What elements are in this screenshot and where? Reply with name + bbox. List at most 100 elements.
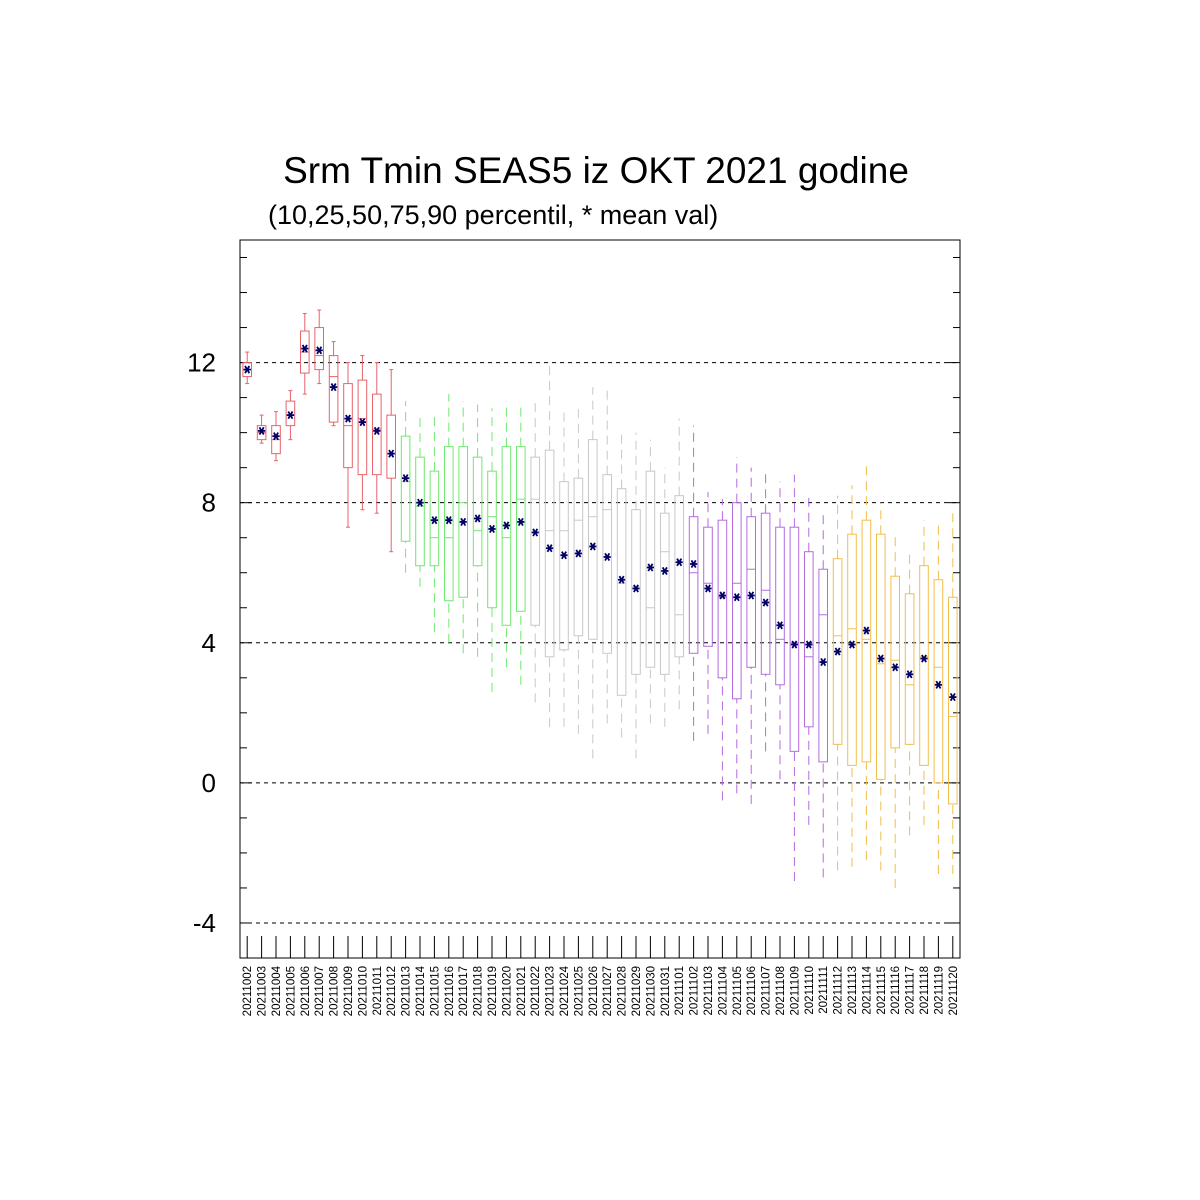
x-tick-label: 20211119 [933, 966, 945, 1015]
mean-marker [906, 670, 913, 679]
box-iqr [645, 470, 656, 668]
box-iqr [746, 516, 757, 668]
x-tick-label: 20211007 [314, 966, 326, 1016]
box-iqr [732, 502, 742, 700]
chart-title: Srm Tmin SEAS5 iz OKT 2021 godine [283, 150, 909, 191]
box-iqr [890, 575, 901, 749]
box-iqr [559, 481, 569, 651]
x-tick-label: 20211012 [386, 966, 398, 1016]
mean-marker [618, 575, 625, 584]
y-tick-label: 4 [202, 628, 216, 658]
plot-frame [239, 239, 961, 959]
x-tick-label: 20211118 [919, 966, 931, 1015]
mean-marker [719, 591, 726, 600]
box-iqr [876, 533, 886, 780]
box-iqr [789, 526, 800, 752]
mean-marker [561, 551, 567, 560]
x-tick-label: 20211021 [516, 966, 528, 1016]
box-iqr [544, 449, 555, 658]
box-iqr [904, 593, 915, 745]
x-tick-label: 20211110 [804, 966, 816, 1015]
x-tick-label: 20211004 [271, 965, 283, 1016]
mean-marker [762, 598, 769, 607]
box-iqr [530, 456, 541, 626]
mean-marker [301, 344, 308, 353]
box-iqr [674, 495, 685, 658]
x-tick-label: 20211115 [876, 966, 888, 1015]
x-tick-label: 20211002 [242, 966, 254, 1016]
x-tick-label: 20211025 [573, 966, 585, 1016]
x-tick-label: 20211024 [559, 965, 571, 1016]
mean-marker [287, 411, 294, 420]
box-iqr [804, 551, 814, 728]
box-iqr [861, 519, 872, 763]
x-tick-label: 20211015 [429, 966, 441, 1016]
x-tick-label: 20211103 [703, 966, 715, 1015]
mean-marker [503, 521, 510, 530]
mean-marker [359, 418, 366, 427]
box-iqr [616, 488, 627, 696]
box-iqr [760, 512, 771, 675]
x-tick-label: 20211014 [415, 965, 427, 1016]
x-tick-label: 20211029 [631, 966, 643, 1016]
box-iqr [573, 477, 584, 637]
chart-subtitle: (10,25,50,75,90 percentil, * mean val) [268, 200, 719, 230]
x-tick-label: 20211020 [501, 966, 513, 1016]
x-tick-label: 20211003 [257, 966, 269, 1016]
mean-marker [791, 640, 798, 649]
mean-marker [834, 647, 841, 656]
mean-marker [345, 414, 351, 423]
x-tick-label: 20211023 [545, 966, 557, 1016]
mean-marker [330, 383, 337, 392]
box-iqr [717, 519, 728, 679]
box-iqr [919, 565, 929, 766]
box-iqr [415, 456, 425, 567]
box-iqr [660, 512, 670, 675]
x-tick-label: 20211111 [818, 966, 830, 1014]
x-tick-label: 20211117 [905, 966, 917, 1015]
mean-marker [676, 558, 683, 567]
mean-marker [575, 549, 582, 558]
x-tick-label: 20211028 [617, 966, 629, 1016]
y-tick-label: 0 [202, 768, 216, 798]
y-tick-label: -4 [193, 908, 216, 938]
box-iqr [472, 456, 483, 567]
mean-marker [460, 517, 467, 527]
x-tick-label: 20211109 [789, 966, 801, 1015]
x-tick-label: 20211113 [847, 966, 859, 1015]
box-iqr [703, 526, 713, 647]
mean-marker [949, 693, 956, 702]
mean-marker [589, 542, 596, 551]
mean-marker [661, 566, 668, 576]
x-tick-label: 20211102 [689, 966, 701, 1015]
mean-marker [877, 654, 884, 663]
box-iqr [602, 474, 613, 654]
x-tick-label: 20211116 [890, 966, 902, 1015]
box-iqr [357, 379, 368, 476]
box-iqr [429, 470, 440, 567]
y-tick-label: 8 [202, 488, 216, 518]
mean-marker [417, 498, 423, 507]
x-tick-label: 20211026 [588, 966, 600, 1016]
x-tick-label: 20211006 [300, 966, 312, 1016]
box-iqr [386, 414, 396, 479]
mean-marker [244, 365, 251, 374]
mean-marker [273, 432, 279, 441]
x-tick-label: 20211104 [717, 965, 729, 1015]
box-iqr [775, 526, 785, 686]
x-tick-label: 20211107 [761, 966, 773, 1015]
mean-marker [388, 449, 395, 458]
mean-marker [921, 654, 927, 663]
x-tick-label: 20211112 [833, 966, 845, 1015]
mean-marker [373, 426, 380, 435]
x-tick-label: 20211101 [674, 966, 686, 1015]
box-iqr [631, 509, 641, 675]
box-iqr [285, 400, 296, 427]
box-iqr [832, 558, 843, 745]
box-iqr [948, 596, 958, 805]
box-iqr [372, 393, 382, 476]
x-tick-label: 20211027 [602, 966, 614, 1016]
x-tick-label: 20211120 [948, 966, 960, 1015]
x-tick-label: 20211018 [473, 966, 485, 1016]
